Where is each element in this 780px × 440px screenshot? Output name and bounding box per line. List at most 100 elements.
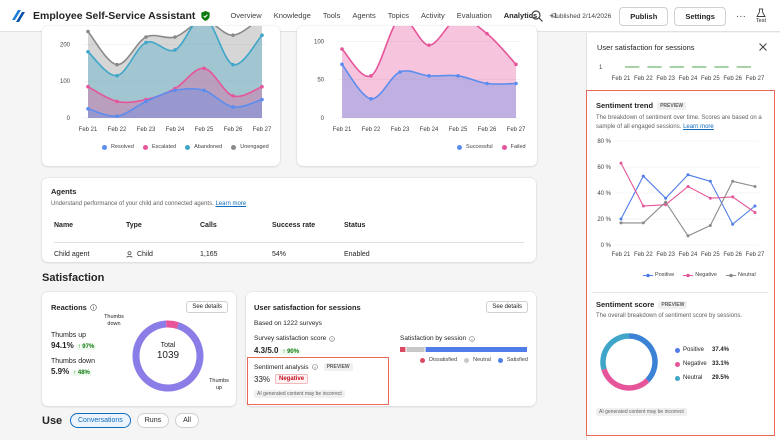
legend-failed-dot xyxy=(501,144,507,150)
tab-activity[interactable]: Activity xyxy=(420,11,445,20)
sentiment-panel-highlight xyxy=(586,90,775,436)
point-escalated xyxy=(202,66,206,71)
legend-escalated[interactable]: Escalated xyxy=(142,144,176,150)
table-row[interactable]: Child agent Child 1,165 54% Enabled xyxy=(54,242,524,258)
info-icon[interactable] xyxy=(329,335,336,342)
trend-point-positive xyxy=(753,204,757,208)
tab-topics[interactable]: Topics xyxy=(387,11,409,20)
reactions-see-details-button[interactable]: See details xyxy=(186,301,228,313)
tab-tools[interactable]: Tools xyxy=(322,11,341,20)
panel-title: User satisfaction for sessions xyxy=(597,43,695,52)
legend-negative[interactable]: Negative xyxy=(683,272,717,278)
x-tick-label: Feb 24 xyxy=(679,252,698,258)
info-icon[interactable] xyxy=(311,364,318,370)
legend-positive[interactable]: Positive xyxy=(643,272,674,278)
legend-dissatisfied-label: Dissatisfied xyxy=(429,357,458,363)
y-tick-label: 1 xyxy=(599,65,603,71)
x-tick-label: Feb 21 xyxy=(79,127,98,133)
x-tick-label: Feb 27 xyxy=(746,76,765,82)
x-tick-label: Feb 25 xyxy=(449,127,468,133)
legend-failed[interactable]: Failed xyxy=(501,144,526,150)
point-unengaged xyxy=(115,62,119,67)
y-tick-label: 200 xyxy=(60,42,71,48)
legend-neutral-trend[interactable]: Neutral xyxy=(725,272,756,278)
point-successful xyxy=(369,97,373,101)
tab-evaluation[interactable]: Evaluation xyxy=(456,11,492,20)
x-tick-label: Feb 25 xyxy=(195,127,214,133)
point-successful xyxy=(340,62,344,67)
agents-learn-more-link[interactable]: Learn more xyxy=(215,201,247,207)
legend-abandoned[interactable]: Abandoned xyxy=(185,144,222,150)
y-tick-label: 0 xyxy=(67,116,71,122)
tab-knowledge[interactable]: Knowledge xyxy=(273,11,311,20)
legend-resolved[interactable]: Resolved xyxy=(102,144,134,150)
preview-badge: PREVIEW xyxy=(323,363,353,371)
user-sat-see-details-button[interactable]: See details xyxy=(486,301,528,313)
test-label: Test xyxy=(755,18,766,24)
point-successful xyxy=(514,81,518,86)
cell-type: Child xyxy=(126,251,200,258)
trend-preview-badge: PREVIEW xyxy=(657,101,687,110)
search-icon[interactable] xyxy=(530,9,544,23)
sentiment-analysis-row: Sentiment analysis PREVIEW xyxy=(254,363,353,371)
legend-resolved-dot xyxy=(102,144,107,150)
legend-unengaged[interactable]: Unengaged xyxy=(231,144,269,150)
sentiment-analysis-highlight xyxy=(247,357,389,405)
more-options-button[interactable]: ··· xyxy=(735,10,746,22)
x-tick-label: Feb 22 xyxy=(634,76,653,82)
legend-resolved-label: Resolved xyxy=(111,144,134,150)
trend-point-positive xyxy=(686,173,690,177)
trend-point-neutral xyxy=(641,221,645,225)
point-unengaged xyxy=(231,33,235,37)
cell-name: Child agent xyxy=(54,251,90,258)
close-icon[interactable] xyxy=(759,43,767,51)
x-tick-label: Feb 22 xyxy=(362,127,381,133)
legend-satisfied-label: Satisfied xyxy=(506,357,528,363)
trend-point-positive xyxy=(619,217,623,221)
trend-point-negative xyxy=(686,185,690,188)
publish-button[interactable]: Publish xyxy=(619,6,669,26)
col-success-rate: Success rate xyxy=(272,222,316,229)
survey-score-value: 4.3/5.0 xyxy=(254,346,279,355)
info-icon[interactable] xyxy=(90,304,97,311)
x-tick-label: Feb 22 xyxy=(634,252,653,258)
legend-neutral-marker xyxy=(725,273,736,277)
settings-button[interactable]: Settings xyxy=(674,6,726,26)
point-successful xyxy=(398,70,402,74)
thumbs-up-delta: ↑ 97% xyxy=(75,344,97,350)
trend-point-negative xyxy=(619,161,623,165)
trend-point-positive xyxy=(664,196,668,200)
tab-agents[interactable]: Agents xyxy=(352,11,376,20)
y-tick-label: 80 % xyxy=(597,139,611,145)
trend-learn-more-link[interactable]: Learn more xyxy=(683,124,714,130)
info-icon[interactable] xyxy=(469,335,475,342)
by-session-label: Satisfaction by session xyxy=(400,335,467,342)
x-tick-label: Feb 23 xyxy=(656,252,675,258)
point-unengaged xyxy=(173,35,177,39)
x-tick-label: Feb 21 xyxy=(333,127,352,133)
score-ai-note: AI generated content may be incorrect xyxy=(596,408,687,416)
point-escalated xyxy=(231,94,235,98)
pill-runs[interactable]: Runs xyxy=(136,413,170,428)
agents-table-header: Name Type Calls Success rate Status xyxy=(54,222,524,229)
y-tick-label: 60 % xyxy=(597,165,611,171)
pill-all[interactable]: All xyxy=(175,413,199,428)
sentiment-negative-badge: Negative xyxy=(275,374,309,384)
trend-point-neutral xyxy=(619,221,623,225)
details-side-panel: User satisfaction for sessions 1 Feb 21 Fe… xyxy=(586,33,780,440)
point-failed xyxy=(485,31,489,36)
tab-overflow[interactable]: +1 xyxy=(549,11,558,20)
donut-thumbs-down-label: Thumbs down xyxy=(104,314,124,327)
cell-type-label: Child xyxy=(137,251,153,258)
point-resolved xyxy=(144,99,148,104)
thumbs-down-value-row: 5.9% ↑ 48% xyxy=(51,367,95,376)
legend-successful[interactable]: Successful xyxy=(457,144,493,150)
reactions-title: Reactions xyxy=(51,303,87,312)
pill-conversations[interactable]: Conversations xyxy=(70,413,131,428)
tab-overview[interactable]: Overview xyxy=(230,11,262,20)
score-legend-positive: Positive 37.4% xyxy=(675,343,729,357)
test-button[interactable]: Test xyxy=(756,8,766,24)
score-positive-label: Positive xyxy=(683,347,705,353)
survey-score-row: 4.3/5.0 ↑ 90% xyxy=(254,346,302,355)
trend-point-neutral xyxy=(664,200,668,204)
